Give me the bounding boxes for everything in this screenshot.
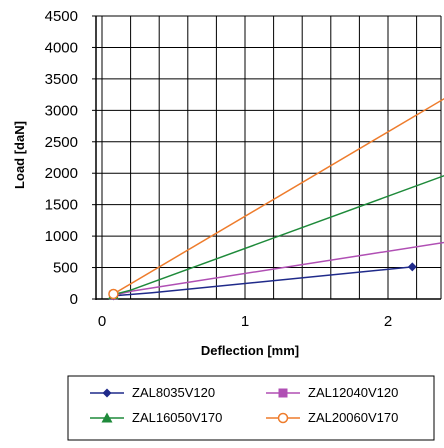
legend-item: ZAL16050V170 (90, 410, 222, 425)
y-tick-label: 4500 (45, 8, 78, 25)
series-line (113, 241, 444, 296)
data-point (102, 388, 112, 398)
legend-label: ZAL20060V170 (308, 410, 398, 425)
y-tick-label: 2500 (45, 134, 78, 151)
y-axis-label: Load [daN] (12, 121, 27, 189)
y-tick-label: 4000 (45, 39, 78, 56)
y-tick-label: 3500 (45, 71, 78, 88)
data-point (278, 388, 288, 398)
y-tick-label: 2000 (45, 165, 78, 182)
data-point (108, 288, 119, 300)
series-line (113, 266, 413, 297)
series-ZAL20060V170 (108, 97, 444, 300)
series-layer (107, 97, 444, 301)
axes (92, 15, 442, 300)
legend: ZAL8035V120 ZAL12040V120 ZAL16050V170 ZAL20… (67, 375, 435, 441)
legend-item: ZAL20060V170 (266, 410, 398, 425)
legend-label: ZAL16050V170 (132, 410, 222, 425)
y-tick-label: 1500 (45, 197, 78, 214)
legend-item: ZAL12040V120 (266, 385, 398, 400)
x-tick-label: 0 (98, 313, 106, 330)
data-point (277, 412, 289, 424)
legend-item: ZAL8035V120 (90, 385, 215, 400)
data-point (101, 412, 113, 423)
legend-label: ZAL12040V120 (308, 385, 398, 400)
series-line (113, 174, 444, 296)
series-line (113, 97, 444, 295)
tick-labels: 0500100015002000250030003500400045000123 (45, 8, 393, 330)
legend-label: ZAL8035V120 (132, 385, 215, 400)
x-axis-label: Deflection [mm] (201, 343, 299, 358)
y-tick-label: 0 (70, 291, 78, 308)
y-tick-label: 500 (53, 260, 78, 277)
y-tick-label: 1000 (45, 228, 78, 245)
legend-box (67, 375, 435, 441)
data-point (407, 262, 417, 272)
y-tick-label: 3000 (45, 102, 78, 119)
x-tick-label: 1 (241, 313, 249, 330)
x-tick-label: 2 (384, 313, 392, 330)
